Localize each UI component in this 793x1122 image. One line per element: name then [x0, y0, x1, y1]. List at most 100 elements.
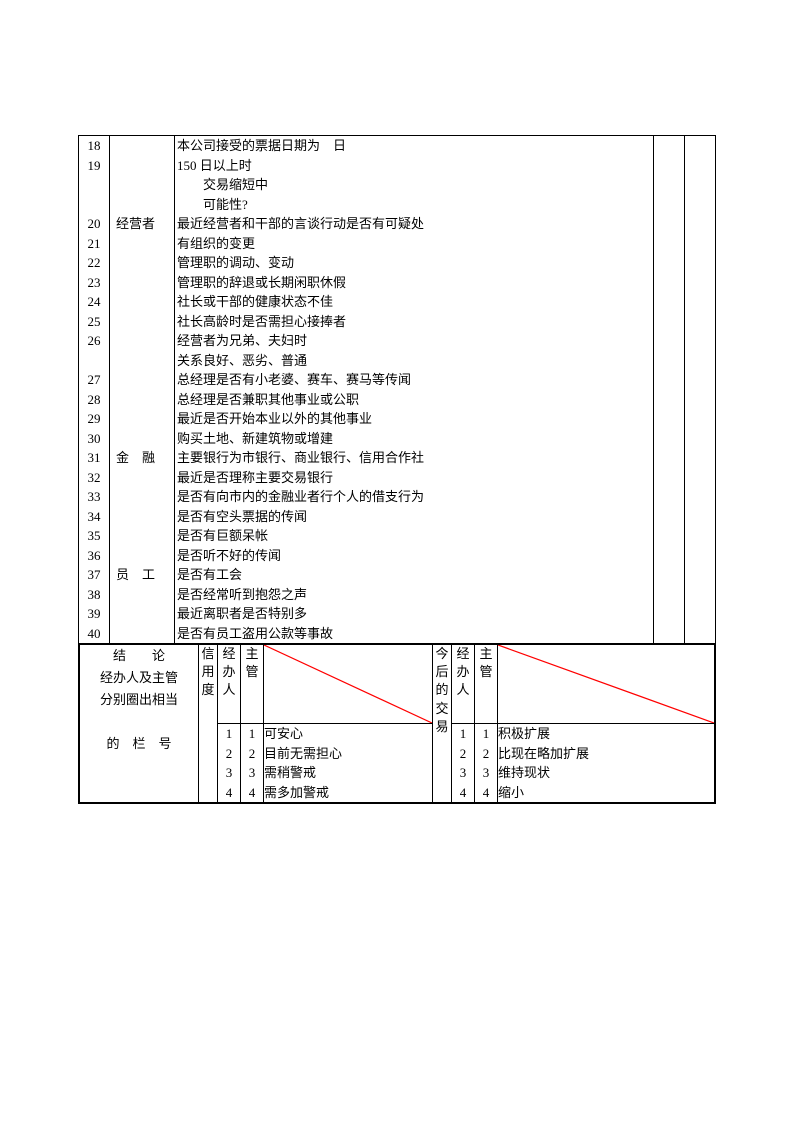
- row-number: 26: [79, 331, 109, 351]
- row-category: [110, 604, 174, 624]
- row-description: 是否有空头票据的传闻: [175, 507, 653, 527]
- row-category: [110, 253, 174, 273]
- row-category: [110, 390, 174, 410]
- supervisor-nums-right: 1234: [475, 724, 498, 803]
- row-number: 28: [79, 390, 109, 410]
- future-label: 今后的交易: [433, 645, 452, 803]
- supervisor-label-left: 主管: [241, 645, 264, 724]
- row-category: [110, 409, 174, 429]
- conclusion-label: 结 论经办人及主管分别圈出相当 的 栏 号: [80, 645, 199, 803]
- row-category: [110, 546, 174, 566]
- supervisor-nums-left: 1234: [241, 724, 264, 803]
- conclusion-line: 经办人及主管: [80, 667, 198, 689]
- row-description: 关系良好、恶劣、普通: [175, 351, 653, 371]
- row-description: 社长高龄时是否需担心接捧者: [175, 312, 653, 332]
- col-blank-2: [685, 136, 716, 644]
- rating-number: 2: [475, 744, 497, 764]
- rating-number: 2: [218, 744, 240, 764]
- row-description: 最近经营者和干部的言谈行动是否有可疑处: [175, 214, 653, 234]
- row-number: 20: [79, 214, 109, 234]
- row-number: 27: [79, 370, 109, 390]
- handler-nums-left: 1234: [218, 724, 241, 803]
- row-description: 管理职的辞退或长期闲职休假: [175, 273, 653, 293]
- rating-option: 维持现状: [498, 763, 714, 783]
- rating-number: 1: [218, 724, 240, 744]
- row-description: 是否有巨额呆帐: [175, 526, 653, 546]
- row-number: 24: [79, 292, 109, 312]
- row-description: 经营者为兄弟、夫妇时: [175, 331, 653, 351]
- checklist-table: 1819 20212223242526 27282930313233343536…: [78, 135, 716, 804]
- row-number: 33: [79, 487, 109, 507]
- row-description: 本公司接受的票据日期为 日: [175, 136, 653, 156]
- conclusion-line: [80, 711, 198, 733]
- row-description: 是否经常听到抱怨之声: [175, 585, 653, 605]
- row-number: [79, 195, 109, 215]
- row-category: [110, 156, 174, 176]
- conclusion-line: 结 论: [80, 645, 198, 667]
- row-category: [110, 585, 174, 605]
- row-category: [110, 273, 174, 293]
- row-number: 39: [79, 604, 109, 624]
- row-description: 交易缩短中: [175, 175, 653, 195]
- conclusion-section: 结 论经办人及主管分别圈出相当 的 栏 号 信用度 经办人 主管: [79, 644, 716, 804]
- row-category: 经营者: [110, 214, 174, 234]
- row-category: [110, 370, 174, 390]
- handler-nums-right: 1234: [452, 724, 475, 803]
- row-category: [110, 195, 174, 215]
- row-number: 22: [79, 253, 109, 273]
- options-right: 积极扩展比现在略加扩展维持现状缩小: [498, 724, 715, 803]
- row-category: [110, 526, 174, 546]
- row-description: 有组织的变更: [175, 234, 653, 254]
- rating-number: 3: [452, 763, 474, 783]
- handler-label-left: 经办人: [218, 645, 241, 724]
- rating-number: 3: [475, 763, 497, 783]
- options-left: 可安心目前无需担心需稍警戒需多加警戒: [264, 724, 433, 803]
- rating-number: 3: [241, 763, 263, 783]
- rating-number: 1: [241, 724, 263, 744]
- row-number: 40: [79, 624, 109, 644]
- row-description: 总经理是否有小老婆、赛车、赛马等传闻: [175, 370, 653, 390]
- row-description: 可能性?: [175, 195, 653, 215]
- row-category: [110, 136, 174, 156]
- rating-option: 目前无需担心: [264, 744, 432, 764]
- row-category: [110, 468, 174, 488]
- rating-number: 2: [241, 744, 263, 764]
- row-number: 21: [79, 234, 109, 254]
- col-description: 本公司接受的票据日期为 日150 日以上时 交易缩短中 可能性?最近经营者和干部…: [175, 136, 654, 644]
- row-description: 总经理是否兼职其他事业或公职: [175, 390, 653, 410]
- row-description: 150 日以上时: [175, 156, 653, 176]
- rating-option: 比现在略加扩展: [498, 744, 714, 764]
- rating-number: 4: [241, 783, 263, 803]
- col-number: 1819 20212223242526 27282930313233343536…: [79, 136, 110, 644]
- row-number: 38: [79, 585, 109, 605]
- row-description: 最近是否开始本业以外的其他事业: [175, 409, 653, 429]
- row-description: 主要银行为市银行、商业银行、信用合作社: [175, 448, 653, 468]
- row-category: [110, 312, 174, 332]
- row-category: 金 融: [110, 448, 174, 468]
- row-number: 36: [79, 546, 109, 566]
- rating-number: 1: [452, 724, 474, 744]
- row-description: 购买土地、新建筑物或增建: [175, 429, 653, 449]
- row-number: [79, 351, 109, 371]
- diagonal-cell-right: [498, 645, 715, 724]
- row-number: 31: [79, 448, 109, 468]
- rating-option: 可安心: [264, 724, 432, 744]
- row-number: 35: [79, 526, 109, 546]
- row-description: 是否有工会: [175, 565, 653, 585]
- credit-label: 信用度: [199, 645, 218, 803]
- row-description: 管理职的调动、变动: [175, 253, 653, 273]
- row-category: [110, 175, 174, 195]
- row-category: [110, 234, 174, 254]
- rating-number: 4: [452, 783, 474, 803]
- rating-option: 缩小: [498, 783, 714, 803]
- rating-number: 2: [452, 744, 474, 764]
- rating-number: 4: [475, 783, 497, 803]
- row-number: 29: [79, 409, 109, 429]
- row-number: 32: [79, 468, 109, 488]
- col-category: 经营者 金 融 员 工: [110, 136, 175, 644]
- row-number: 18: [79, 136, 109, 156]
- row-description: 是否有向市内的金融业者行个人的借支行为: [175, 487, 653, 507]
- row-category: [110, 351, 174, 371]
- row-number: [79, 175, 109, 195]
- conclusion-line: 的 栏 号: [80, 733, 198, 755]
